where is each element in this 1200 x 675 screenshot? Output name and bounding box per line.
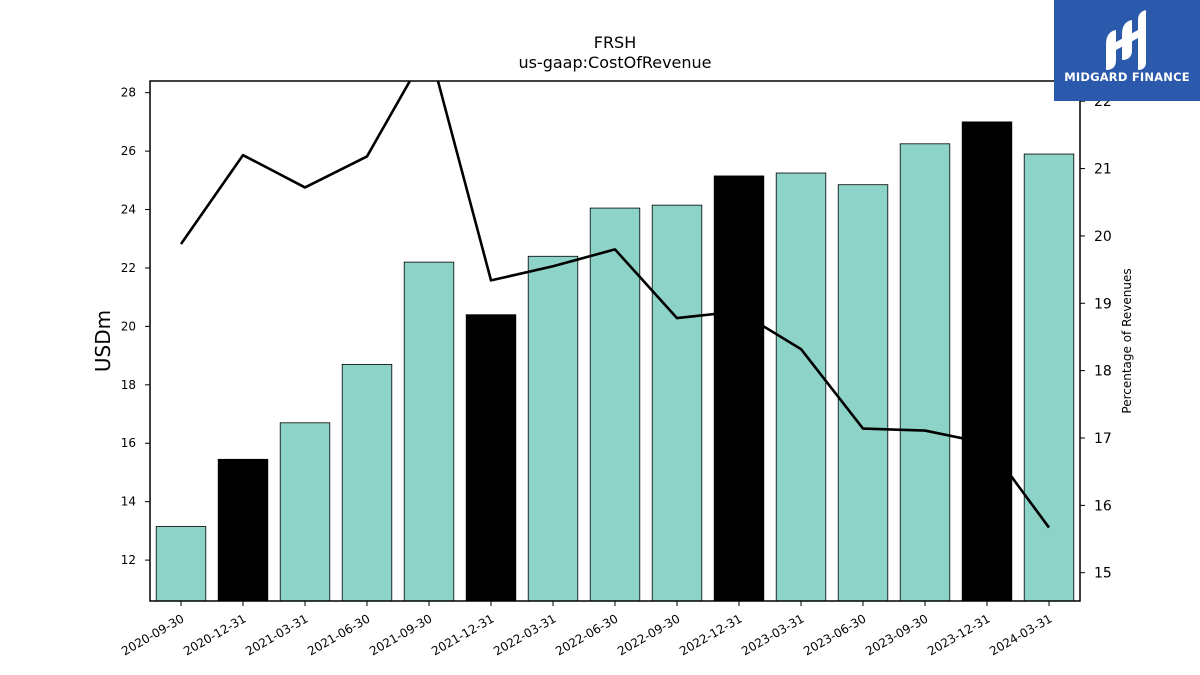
y-tick-label: 26 [121, 144, 136, 158]
y-axis-label: USDm [91, 310, 115, 372]
line-series [179, 81, 1051, 529]
y2-tick-label: 20 [1094, 229, 1112, 245]
bar-2024-03-31 [1023, 153, 1075, 602]
bar-2021-03-31 [279, 422, 331, 602]
y-tick-label: 18 [121, 378, 136, 392]
bar-2021-12-31 [465, 314, 517, 602]
bar-2022-12-31 [713, 175, 765, 602]
x-tick-label: 2023-06-30 [801, 611, 868, 658]
x-tick-label: 2023-09-30 [863, 611, 930, 658]
x-tick-label: 2021-03-31 [243, 611, 310, 658]
bar-2023-03-31 [775, 172, 827, 602]
y-axis-left: 12 14 16 18 20 22 24 26 28 [121, 86, 150, 567]
percentage-of-revenues-line [179, 81, 1051, 529]
x-tick-label: 2020-09-30 [119, 611, 186, 658]
y2-tick-label: 15 [1094, 566, 1112, 582]
y2-tick-label: 18 [1094, 364, 1112, 380]
y-tick-label: 12 [121, 553, 136, 567]
y2-axis-label: Percentage of Revenues [1120, 268, 1134, 413]
y2-tick-label: 16 [1094, 498, 1112, 514]
y-tick-label: 22 [121, 261, 136, 275]
y-tick-label: 24 [121, 203, 136, 217]
y2-tick-label: 19 [1094, 296, 1112, 312]
x-tick-label: 2024-03-31 [987, 611, 1054, 658]
x-tick-label: 2022-03-31 [491, 611, 558, 658]
midgard-m-logo-icon [1106, 10, 1146, 70]
x-tick-label: 2020-12-31 [181, 611, 248, 658]
logo-wordmark: MIDGARD FINANCE [1064, 70, 1190, 84]
bar-2022-06-30 [589, 207, 641, 602]
y2-tick-label: 21 [1094, 162, 1112, 178]
y-tick-label: 20 [121, 319, 136, 333]
x-tick-label: 2023-03-31 [739, 611, 806, 658]
y2-tick-label: 17 [1094, 431, 1112, 447]
bar-2021-06-30 [341, 363, 393, 602]
bar-2021-09-30 [403, 261, 455, 602]
x-tick-label: 2022-09-30 [615, 611, 682, 658]
chart-title: FRSH [594, 33, 637, 52]
x-tick-label: 2022-12-31 [677, 611, 744, 658]
bar-2023-06-30 [837, 184, 889, 602]
bar-series [155, 121, 1075, 602]
x-tick-label: 2021-12-31 [429, 611, 496, 658]
bar-2020-12-31 [217, 458, 269, 602]
bar-2022-03-31 [527, 255, 579, 602]
chart-subtitle: us-gaap:CostOfRevenue [518, 53, 711, 72]
x-tick-label: 2021-06-30 [305, 611, 372, 658]
midgard-finance-logo: MIDGARD FINANCE [1054, 0, 1200, 101]
x-tick-label: 2021-09-30 [367, 611, 434, 658]
bar-2022-09-30 [651, 204, 703, 602]
y-tick-label: 28 [121, 86, 136, 100]
y-tick-label: 14 [121, 495, 136, 509]
bar-2023-12-31 [961, 121, 1013, 602]
bar-2023-09-30 [899, 143, 951, 602]
bar-2020-09-30 [155, 526, 207, 602]
y-tick-label: 16 [121, 436, 136, 450]
x-tick-label: 2022-06-30 [553, 611, 620, 658]
x-axis: 2020-09-302020-12-312021-03-312021-06-30… [119, 601, 1055, 658]
x-tick-label: 2023-12-31 [925, 611, 992, 658]
